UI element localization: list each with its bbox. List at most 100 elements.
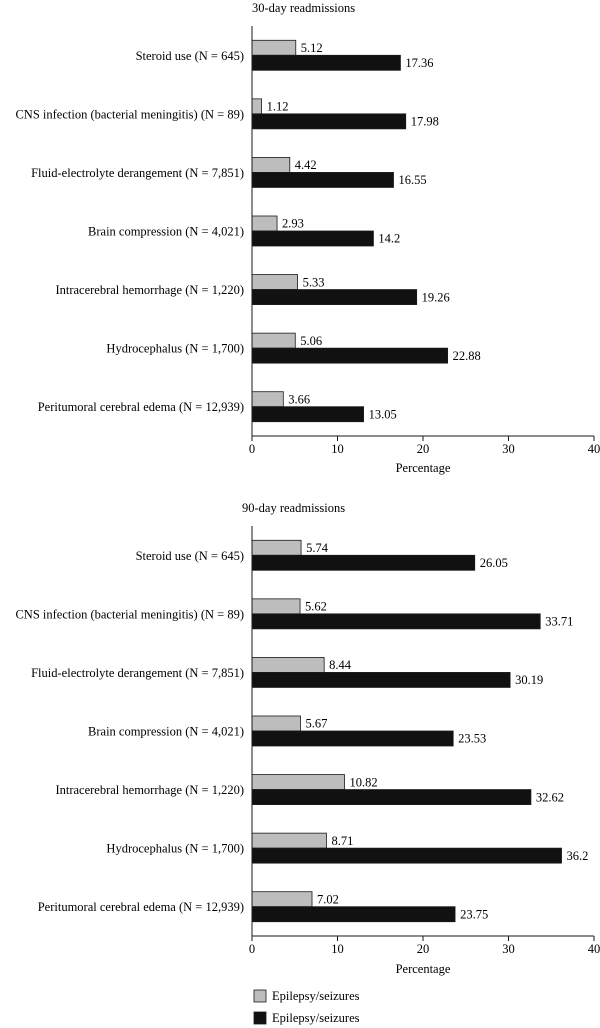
bar-black [251,906,456,923]
value-label: 32.62 [536,790,564,804]
bar-gray [251,391,284,408]
value-label: 5.74 [306,541,329,555]
bar-gray [251,715,301,732]
value-label: 23.53 [458,732,486,746]
bar-black [251,54,401,71]
value-label: 33.71 [545,615,573,629]
bar-black [251,613,541,630]
value-label: 26.05 [480,556,508,570]
category-label: Steroid use (N = 645) [136,49,244,63]
value-label: 5.33 [303,275,325,289]
value-label: 22.88 [453,349,481,363]
bar-black [251,672,511,688]
chart-title-30-day: 30-day readmissions [252,1,355,15]
value-label: 23.75 [460,907,488,921]
x-ticks-30-day: 0 10 20 30 40 [249,436,600,456]
bar-gray [251,98,262,115]
bars-30-day [251,39,449,423]
bar-black [251,847,562,864]
x-tick-label: 40 [588,442,600,456]
category-label: Fluid-electrolyte derangement (N = 7,851… [31,166,244,180]
bar-gray [251,598,301,615]
bars-90-day [251,539,562,923]
value-label: 13.05 [369,407,397,421]
category-label: Hydrocephalus (N = 1,700) [106,342,244,356]
bar-gray [251,215,278,232]
chart-90-day: 90-day readmissions Steroid use (N = 645… [15,501,600,976]
category-label: CNS infection (bacterial meningitis) (N … [15,107,244,121]
category-label: Hydrocephalus (N = 1,700) [106,842,244,856]
category-label: Intracerebral hemorrhage (N = 1,220) [55,783,244,797]
value-label: 8.71 [331,834,353,848]
value-label: 8.44 [329,658,352,672]
x-tick-label: 40 [588,942,600,956]
value-label: 10.82 [350,775,378,789]
value-label: 1.12 [267,100,289,114]
category-labels-30-day: Steroid use (N = 645) CNS infection (bact… [15,49,244,414]
bar-black [251,730,454,747]
legend-swatch-black [253,1011,267,1025]
bar-gray [251,539,302,556]
bar-black [251,172,394,188]
legend-label-gray: Epilepsy/seizures [272,989,360,1003]
value-label: 5.12 [301,41,323,55]
value-label: 19.26 [422,290,450,304]
value-labels-90-day: 5.74 26.05 5.62 33.71 8.44 30.19 5.67 23.53 10.8… [305,541,588,921]
bar-gray [251,39,297,56]
x-tick-label: 10 [331,442,344,456]
category-label: Peritumoral cerebral edema (N = 12,939) [38,400,244,414]
value-label: 4.42 [295,158,317,172]
value-label: 17.98 [411,115,439,129]
x-tick-label: 20 [417,942,430,956]
x-tick-label: 30 [502,442,515,456]
value-label: 5.67 [305,717,327,731]
value-label: 2.93 [282,217,304,231]
bar-black [251,113,407,130]
bar-black [251,406,364,423]
legend: Epilepsy/seizures Epilepsy/seizures [253,989,360,1025]
value-label: 7.02 [317,892,339,906]
x-axis-label-30-day: Percentage [396,461,451,475]
category-label: Fluid-electrolyte derangement (N = 7,851… [31,666,244,680]
category-labels-90-day: Steroid use (N = 645) CNS infection (bact… [15,549,244,914]
chart-30-day: 30-day readmissions Steroid use (N = 645… [15,1,600,475]
category-label: Brain compression (N = 4,021) [88,725,244,739]
value-label: 17.36 [405,56,433,70]
value-label: 3.66 [288,392,310,406]
x-tick-label: 10 [331,942,344,956]
category-label: Brain compression (N = 4,021) [88,225,244,239]
x-tick-label: 30 [502,942,515,956]
x-axis-label-90-day: Percentage [396,962,451,976]
category-label: Steroid use (N = 645) [136,549,244,563]
legend-swatch-gray [253,989,267,1003]
x-tick-label: 20 [417,442,430,456]
value-labels-30-day: 5.12 17.36 1.12 17.98 4.42 16.55 2.93 14.2 5.33 1… [267,41,481,421]
category-label: Intracerebral hemorrhage (N = 1,220) [55,283,244,297]
legend-label-black: Epilepsy/seizures [272,1011,360,1025]
bar-gray [251,832,327,849]
value-label: 30.19 [515,673,543,687]
bar-gray [251,157,291,173]
bar-black [251,347,449,364]
x-tick-label: 0 [249,942,255,956]
bar-gray [251,657,325,673]
bar-gray [251,274,298,290]
bar-black [251,789,532,805]
value-label: 5.62 [305,600,327,614]
bar-black [251,230,374,247]
x-tick-label: 0 [249,442,255,456]
value-label: 14.2 [378,232,400,246]
bar-gray [251,774,345,790]
bar-gray [251,332,296,349]
category-label: CNS infection (bacterial meningitis) (N … [15,607,244,621]
x-ticks-90-day: 0 10 20 30 40 [249,936,600,956]
category-label: Peritumoral cerebral edema (N = 12,939) [38,900,244,914]
value-label: 16.55 [399,173,427,187]
value-label: 36.2 [567,849,589,863]
bar-black [251,554,476,571]
value-label: 5.06 [300,334,322,348]
bar-black [251,289,418,305]
bar-gray [251,891,313,908]
chart-title-90-day: 90-day readmissions [242,501,345,515]
